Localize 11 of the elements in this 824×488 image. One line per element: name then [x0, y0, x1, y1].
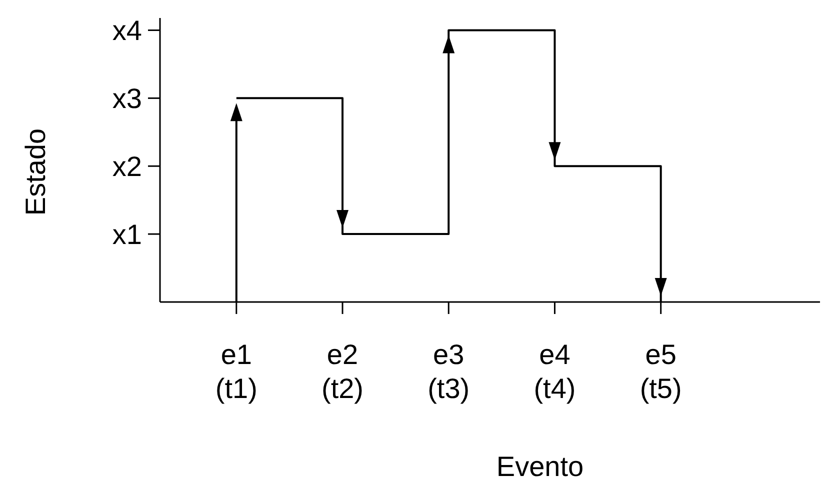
text: x3	[112, 82, 142, 114]
y-axis-title: Estado	[20, 128, 51, 216]
text: x4	[112, 15, 142, 46]
x-axis-title: Evento	[496, 451, 584, 482]
text: x2	[112, 150, 142, 182]
text: x1	[112, 218, 142, 250]
x-tick-label: e1 (t1)	[215, 339, 258, 404]
x-tick-label: e4 (t4)	[534, 339, 576, 404]
x-tick-label: e3 (t3)	[428, 339, 470, 404]
x-tick-label: e5 (t5)	[640, 339, 682, 404]
x-tick-label: e2 (t2)	[322, 339, 364, 404]
